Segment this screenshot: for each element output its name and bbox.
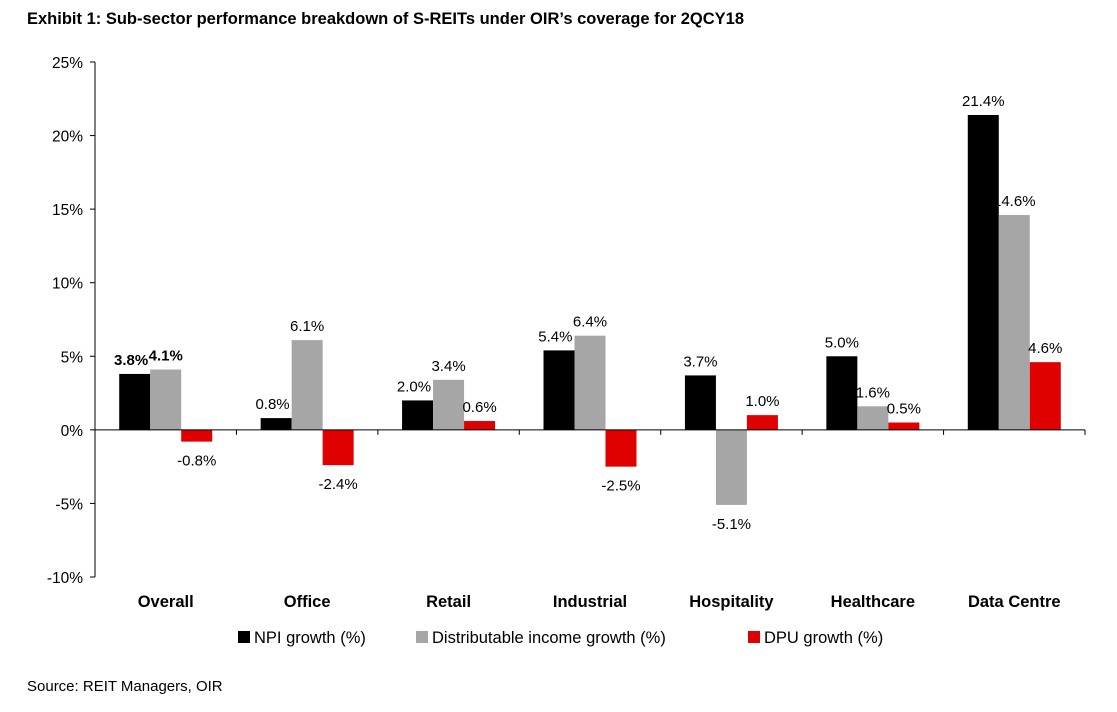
data-label: 4.6% bbox=[1028, 340, 1062, 357]
bar-npi bbox=[543, 350, 575, 430]
data-label: 5.0% bbox=[825, 334, 859, 351]
data-label: 1.0% bbox=[745, 393, 779, 410]
bar-distributable-income bbox=[433, 379, 465, 430]
bar-distributable-income bbox=[715, 429, 747, 505]
bar-distributable-income bbox=[857, 406, 889, 430]
bar-dpu bbox=[605, 429, 637, 467]
category-label: Healthcare bbox=[831, 593, 915, 611]
data-label: 0.8% bbox=[255, 396, 289, 413]
data-label: -0.8% bbox=[177, 453, 216, 470]
bar-npi bbox=[260, 418, 292, 430]
data-label: 2.0% bbox=[397, 378, 431, 395]
data-label: 14.6% bbox=[993, 193, 1036, 210]
y-tick-label: -10% bbox=[47, 570, 83, 587]
category-label: Hospitality bbox=[689, 593, 774, 611]
data-label: -2.4% bbox=[319, 476, 358, 493]
bar-npi bbox=[119, 373, 151, 430]
category-label: Data Centre bbox=[968, 593, 1061, 611]
bar-npi bbox=[402, 400, 434, 430]
data-label: 3.8% bbox=[114, 352, 148, 369]
data-label: -2.5% bbox=[601, 478, 640, 495]
data-label: 1.6% bbox=[856, 384, 890, 401]
y-tick-label: 0% bbox=[61, 423, 84, 440]
data-label: -5.1% bbox=[712, 516, 751, 533]
legend-label: NPI growth (%) bbox=[254, 629, 366, 647]
bar-npi bbox=[684, 375, 716, 430]
bar-distributable-income bbox=[291, 340, 323, 430]
bar-dpu bbox=[888, 422, 920, 430]
chart-title: Exhibit 1: Sub-sector performance breakd… bbox=[27, 10, 745, 28]
bar-dpu bbox=[181, 429, 213, 442]
y-tick-label: 20% bbox=[52, 129, 83, 146]
data-label: 21.4% bbox=[962, 93, 1005, 110]
category-label: Industrial bbox=[553, 593, 627, 611]
bar-distributable-income bbox=[574, 335, 606, 430]
bar-npi bbox=[967, 114, 999, 430]
category-label: Retail bbox=[426, 593, 471, 611]
category-label: Overall bbox=[138, 593, 194, 611]
bar-dpu bbox=[746, 415, 778, 430]
y-tick-label: 5% bbox=[61, 349, 84, 366]
data-label: 6.4% bbox=[573, 314, 607, 331]
legend-label: DPU growth (%) bbox=[764, 629, 883, 647]
data-label: 5.4% bbox=[538, 328, 572, 345]
bar-distributable-income bbox=[150, 369, 182, 430]
bar-dpu bbox=[322, 429, 354, 466]
bar-dpu bbox=[1029, 362, 1061, 430]
data-label: 0.5% bbox=[887, 401, 921, 418]
bar-distributable-income bbox=[998, 215, 1030, 430]
data-label: 3.4% bbox=[431, 358, 465, 375]
data-label: 3.7% bbox=[683, 353, 717, 370]
legend-swatch bbox=[416, 631, 428, 643]
y-tick-label: 10% bbox=[52, 276, 83, 293]
data-label: 4.1% bbox=[149, 348, 183, 365]
legend-swatch bbox=[238, 631, 250, 643]
data-label: 6.1% bbox=[290, 318, 324, 335]
y-tick-label: 25% bbox=[52, 55, 83, 72]
y-tick-label: -5% bbox=[55, 496, 83, 513]
bar-npi bbox=[826, 356, 858, 430]
data-label: 0.6% bbox=[462, 399, 496, 416]
bar-dpu bbox=[464, 421, 496, 430]
legend-label: Distributable income growth (%) bbox=[432, 629, 666, 647]
source-note: Source: REIT Managers, OIR bbox=[27, 678, 223, 695]
category-label: Office bbox=[284, 593, 331, 611]
legend-swatch bbox=[748, 631, 760, 643]
y-tick-label: 15% bbox=[52, 202, 83, 219]
